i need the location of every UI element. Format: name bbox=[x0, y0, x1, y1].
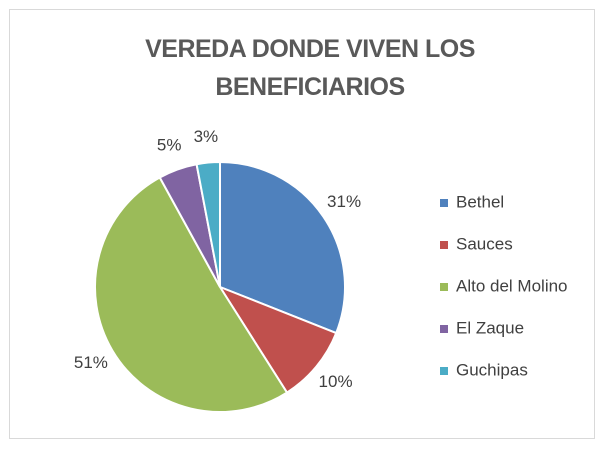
pie-slice bbox=[217, 284, 338, 394]
legend-label: Alto del Molino bbox=[456, 276, 568, 295]
chart-title: VEREDA DONDE VIVEN LOS BENEFICIARIOS bbox=[145, 35, 475, 101]
legend-swatch bbox=[440, 199, 448, 207]
legend-label: Guchipas bbox=[456, 360, 528, 379]
data-label: 3% bbox=[194, 127, 219, 146]
legend-swatch bbox=[440, 367, 448, 375]
pie-slice bbox=[195, 160, 221, 288]
legend-swatch bbox=[440, 241, 448, 249]
data-label: 31% bbox=[327, 192, 361, 211]
data-label: 5% bbox=[157, 135, 182, 154]
pie-slice bbox=[219, 160, 346, 335]
data-label: 51% bbox=[74, 353, 108, 372]
chart-frame bbox=[9, 9, 595, 439]
data-label: 10% bbox=[319, 372, 353, 391]
legend-label: El Zaque bbox=[456, 318, 524, 337]
legend-label: Sauces bbox=[456, 234, 513, 253]
legend-swatch bbox=[440, 325, 448, 333]
legend-label: Bethel bbox=[456, 192, 504, 211]
pie-slice bbox=[94, 176, 289, 413]
legend-swatch bbox=[440, 283, 448, 291]
